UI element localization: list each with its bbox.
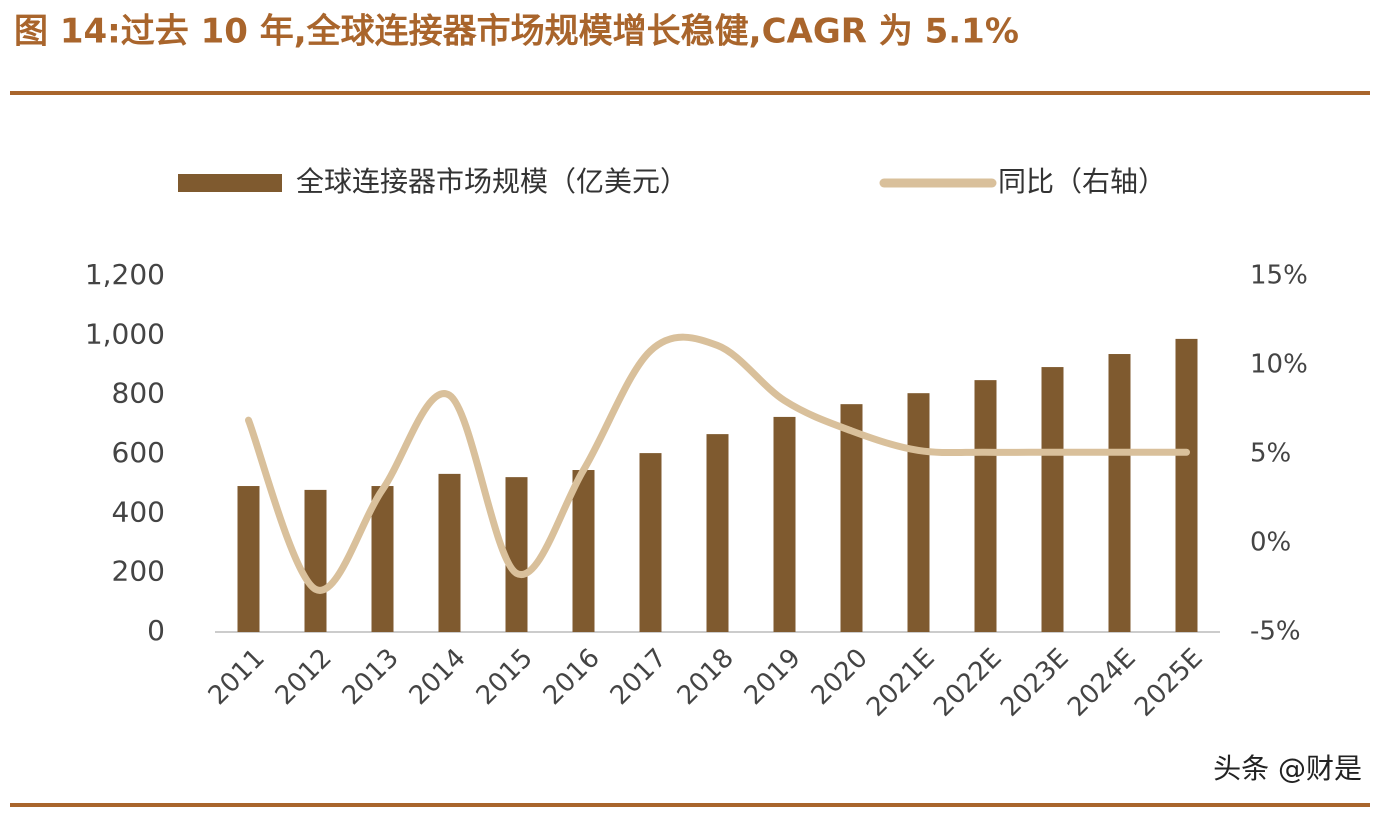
watermark: 头条 @财是 — [1213, 752, 1362, 785]
bar — [572, 470, 595, 632]
x-tick-label: 2011 — [203, 643, 271, 711]
bar — [1041, 367, 1064, 632]
x-tick-label: 2022E — [928, 643, 1008, 723]
bar — [438, 473, 461, 632]
bar — [773, 416, 796, 632]
line — [245, 333, 1190, 594]
x-tick-label: 2025E — [1129, 643, 1209, 723]
x-tick-label: 2016 — [538, 643, 606, 711]
y-tick-label: 200 — [112, 555, 165, 588]
x-tick-label: 2021E — [861, 643, 941, 723]
x-tick-label: 2019 — [739, 643, 807, 711]
bar — [706, 434, 729, 632]
bar — [1175, 338, 1198, 632]
chart-title: 图 14:过去 10 年,全球连接器市场规模增长稳健,CAGR 为 5.1% — [14, 12, 1019, 52]
x-tick-label: 2017 — [605, 643, 673, 711]
title-rule — [10, 91, 1370, 95]
bar — [237, 486, 260, 632]
y2-tick-label: -5% — [1250, 617, 1301, 647]
y-tick-label: 800 — [112, 377, 165, 410]
x-tick-label: 2023E — [995, 643, 1075, 723]
legend-label: 同比（右轴） — [998, 165, 1166, 198]
y2-tick-label: 15% — [1250, 261, 1308, 291]
y-tick-label: 1,200 — [85, 258, 165, 291]
y-tick-label: 1,000 — [85, 317, 165, 350]
legend-label: 全球连接器市场规模（亿美元） — [296, 165, 688, 198]
x-tick-label: 2012 — [270, 643, 338, 711]
bar — [1108, 354, 1131, 632]
x-tick-label: 2024E — [1062, 643, 1142, 723]
bar — [505, 477, 528, 632]
y-tick-label: 400 — [112, 495, 165, 528]
y-tick-label: 600 — [112, 436, 165, 469]
y2-tick-label: 5% — [1250, 439, 1291, 469]
x-tick-label: 2018 — [672, 643, 740, 711]
legend-swatch — [178, 174, 282, 192]
bar — [371, 486, 394, 632]
bar — [907, 393, 930, 632]
x-tick-label: 2014 — [404, 643, 472, 711]
bar — [974, 380, 997, 632]
x-tick-label: 2015 — [471, 643, 539, 711]
y2-tick-label: 0% — [1250, 528, 1291, 558]
bottom-rule — [10, 803, 1370, 807]
bar — [840, 404, 863, 632]
bar — [304, 489, 327, 632]
bar — [639, 453, 662, 632]
x-tick-label: 2013 — [337, 643, 405, 711]
y2-tick-label: 10% — [1250, 350, 1308, 380]
y-tick-label: 0 — [147, 614, 165, 647]
